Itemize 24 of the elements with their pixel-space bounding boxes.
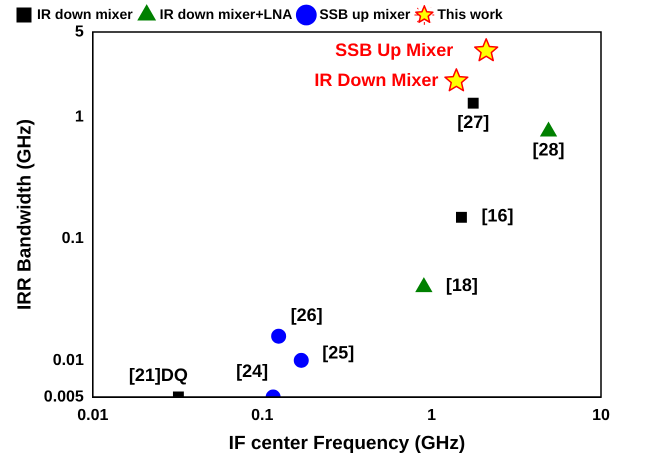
- legend-label: This work: [437, 6, 503, 22]
- annotation: [25]: [322, 342, 354, 362]
- x-axis-title: IF center Frequency (GHz): [228, 432, 466, 454]
- legend-label: IR down mixer+LNA: [160, 6, 292, 22]
- annotation: [21]DQ: [128, 364, 188, 385]
- x-tick-label: 10: [592, 407, 610, 424]
- y-tick-label: 0.005: [44, 388, 84, 406]
- legend-label: SSB up mixer: [319, 6, 411, 22]
- annotation: SSB Up Mixer: [335, 40, 454, 60]
- annotation: IR Down Mixer: [314, 70, 438, 90]
- y-tick-label: 0.1: [62, 230, 84, 248]
- annotation: [24]: [236, 360, 268, 381]
- annotation: [28]: [532, 140, 565, 160]
- annotation: [18]: [446, 275, 478, 296]
- annotation: [27]: [457, 112, 490, 132]
- annotation: [16]: [481, 205, 514, 226]
- y-axis-title: IRR Bandwidth (GHz): [14, 118, 36, 310]
- x-tick-label: 1: [427, 407, 436, 424]
- annotation: [26]: [290, 305, 323, 326]
- legend-label: IR down mixer: [37, 6, 134, 22]
- y-tick-label: 0.01: [52, 352, 84, 369]
- x-tick-label: 0.1: [251, 407, 274, 424]
- y-tick-label: 5: [74, 23, 84, 40]
- y-tick-label: 1: [74, 108, 84, 126]
